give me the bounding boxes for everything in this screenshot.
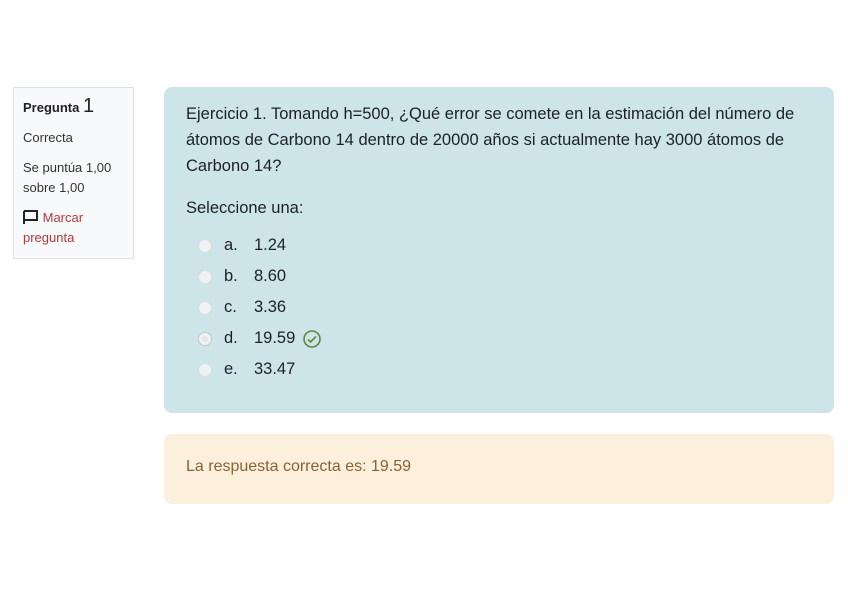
question-state: Correcta [23, 130, 73, 145]
option-letter: d. [224, 329, 238, 347]
answer-option-e[interactable]: e. 33.47 [186, 354, 812, 385]
option-letter: b. [224, 267, 238, 285]
option-value: 8.60 [254, 267, 287, 285]
radio-button[interactable] [198, 331, 212, 346]
radio-button[interactable] [198, 269, 212, 284]
option-letter: c. [224, 298, 237, 316]
option-value: 3.36 [254, 298, 287, 316]
flag-icon [23, 210, 38, 224]
question-number: Pregunta 1 [23, 95, 95, 117]
radio-button[interactable] [198, 238, 212, 253]
answer-option-b[interactable]: b. 8.60 [186, 261, 812, 292]
check-circle-icon [303, 329, 322, 348]
radio-button[interactable] [198, 300, 212, 315]
question-info-panel: Pregunta 1 Correcta Se puntúa 1,00 sobre… [13, 87, 134, 259]
answer-option-a[interactable]: a. 1.24 [186, 230, 812, 261]
flag-question-link[interactable]: Marcar pregunta [23, 210, 84, 245]
answer-prompt: Seleccione una: [186, 199, 304, 217]
answer-option-c[interactable]: c. 3.36 [186, 292, 812, 323]
option-value: 1.24 [254, 236, 287, 254]
option-value: 33.47 [254, 360, 296, 378]
radio-button[interactable] [198, 362, 212, 377]
question-text: Ejercicio 1. Tomando h=500, ¿Qué error s… [186, 105, 795, 175]
option-value: 19.59 [254, 329, 296, 347]
correct-answer-feedback: La respuesta correcta es: 19.59 [164, 434, 834, 504]
option-letter: e. [224, 360, 238, 378]
question-card: Ejercicio 1. Tomando h=500, ¿Qué error s… [164, 87, 834, 413]
answer-option-d[interactable]: d. 19.59 [186, 323, 812, 354]
question-grade: Se puntúa 1,00 sobre 1,00 [23, 160, 112, 195]
option-letter: a. [224, 236, 238, 254]
